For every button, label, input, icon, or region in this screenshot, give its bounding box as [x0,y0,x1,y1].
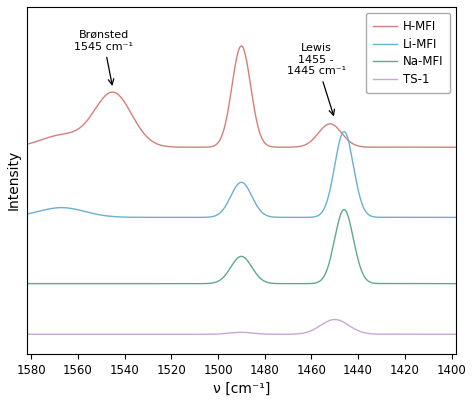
TS-1 [32,332,37,337]
Li-MFI [24,212,29,217]
H-MFI [24,142,29,147]
Na-MFI [453,281,459,286]
TS-1 [78,332,84,337]
H-MFI [32,139,37,144]
Text: Brønsted
1545 cm⁻¹: Brønsted 1545 cm⁻¹ [74,30,133,85]
Li-MFI [379,215,384,220]
TS-1 [332,317,337,322]
Li-MFI [453,215,459,220]
Na-MFI [270,281,275,286]
Na-MFI [341,207,347,212]
Li-MFI [404,215,410,220]
H-MFI [404,145,410,150]
X-axis label: ν [cm⁻¹]: ν [cm⁻¹] [213,382,270,396]
Li-MFI [270,214,275,219]
Text: Lewis
1455 -
1445 cm⁻¹: Lewis 1455 - 1445 cm⁻¹ [286,43,346,115]
Y-axis label: Intensity: Intensity [7,150,21,210]
TS-1 [288,332,294,337]
H-MFI [270,144,275,149]
H-MFI [78,125,84,129]
Na-MFI [24,281,29,286]
Line: Na-MFI: Na-MFI [27,210,456,284]
TS-1 [404,332,410,337]
H-MFI [453,145,459,150]
Li-MFI [32,210,37,215]
Na-MFI [404,281,410,286]
Na-MFI [288,281,294,286]
Na-MFI [78,281,84,286]
H-MFI [289,145,294,150]
Li-MFI [78,208,84,213]
H-MFI [238,44,244,48]
TS-1 [379,332,384,337]
Li-MFI [288,215,294,220]
Li-MFI [341,129,347,134]
TS-1 [453,332,459,337]
TS-1 [270,332,275,337]
TS-1 [24,332,29,337]
Line: TS-1: TS-1 [27,320,456,334]
Legend: H-MFI, Li-MFI, Na-MFI, TS-1: H-MFI, Li-MFI, Na-MFI, TS-1 [366,13,450,93]
Na-MFI [379,281,384,286]
Line: Li-MFI: Li-MFI [27,132,456,217]
H-MFI [379,145,384,150]
Line: H-MFI: H-MFI [27,46,456,147]
Na-MFI [32,281,37,286]
